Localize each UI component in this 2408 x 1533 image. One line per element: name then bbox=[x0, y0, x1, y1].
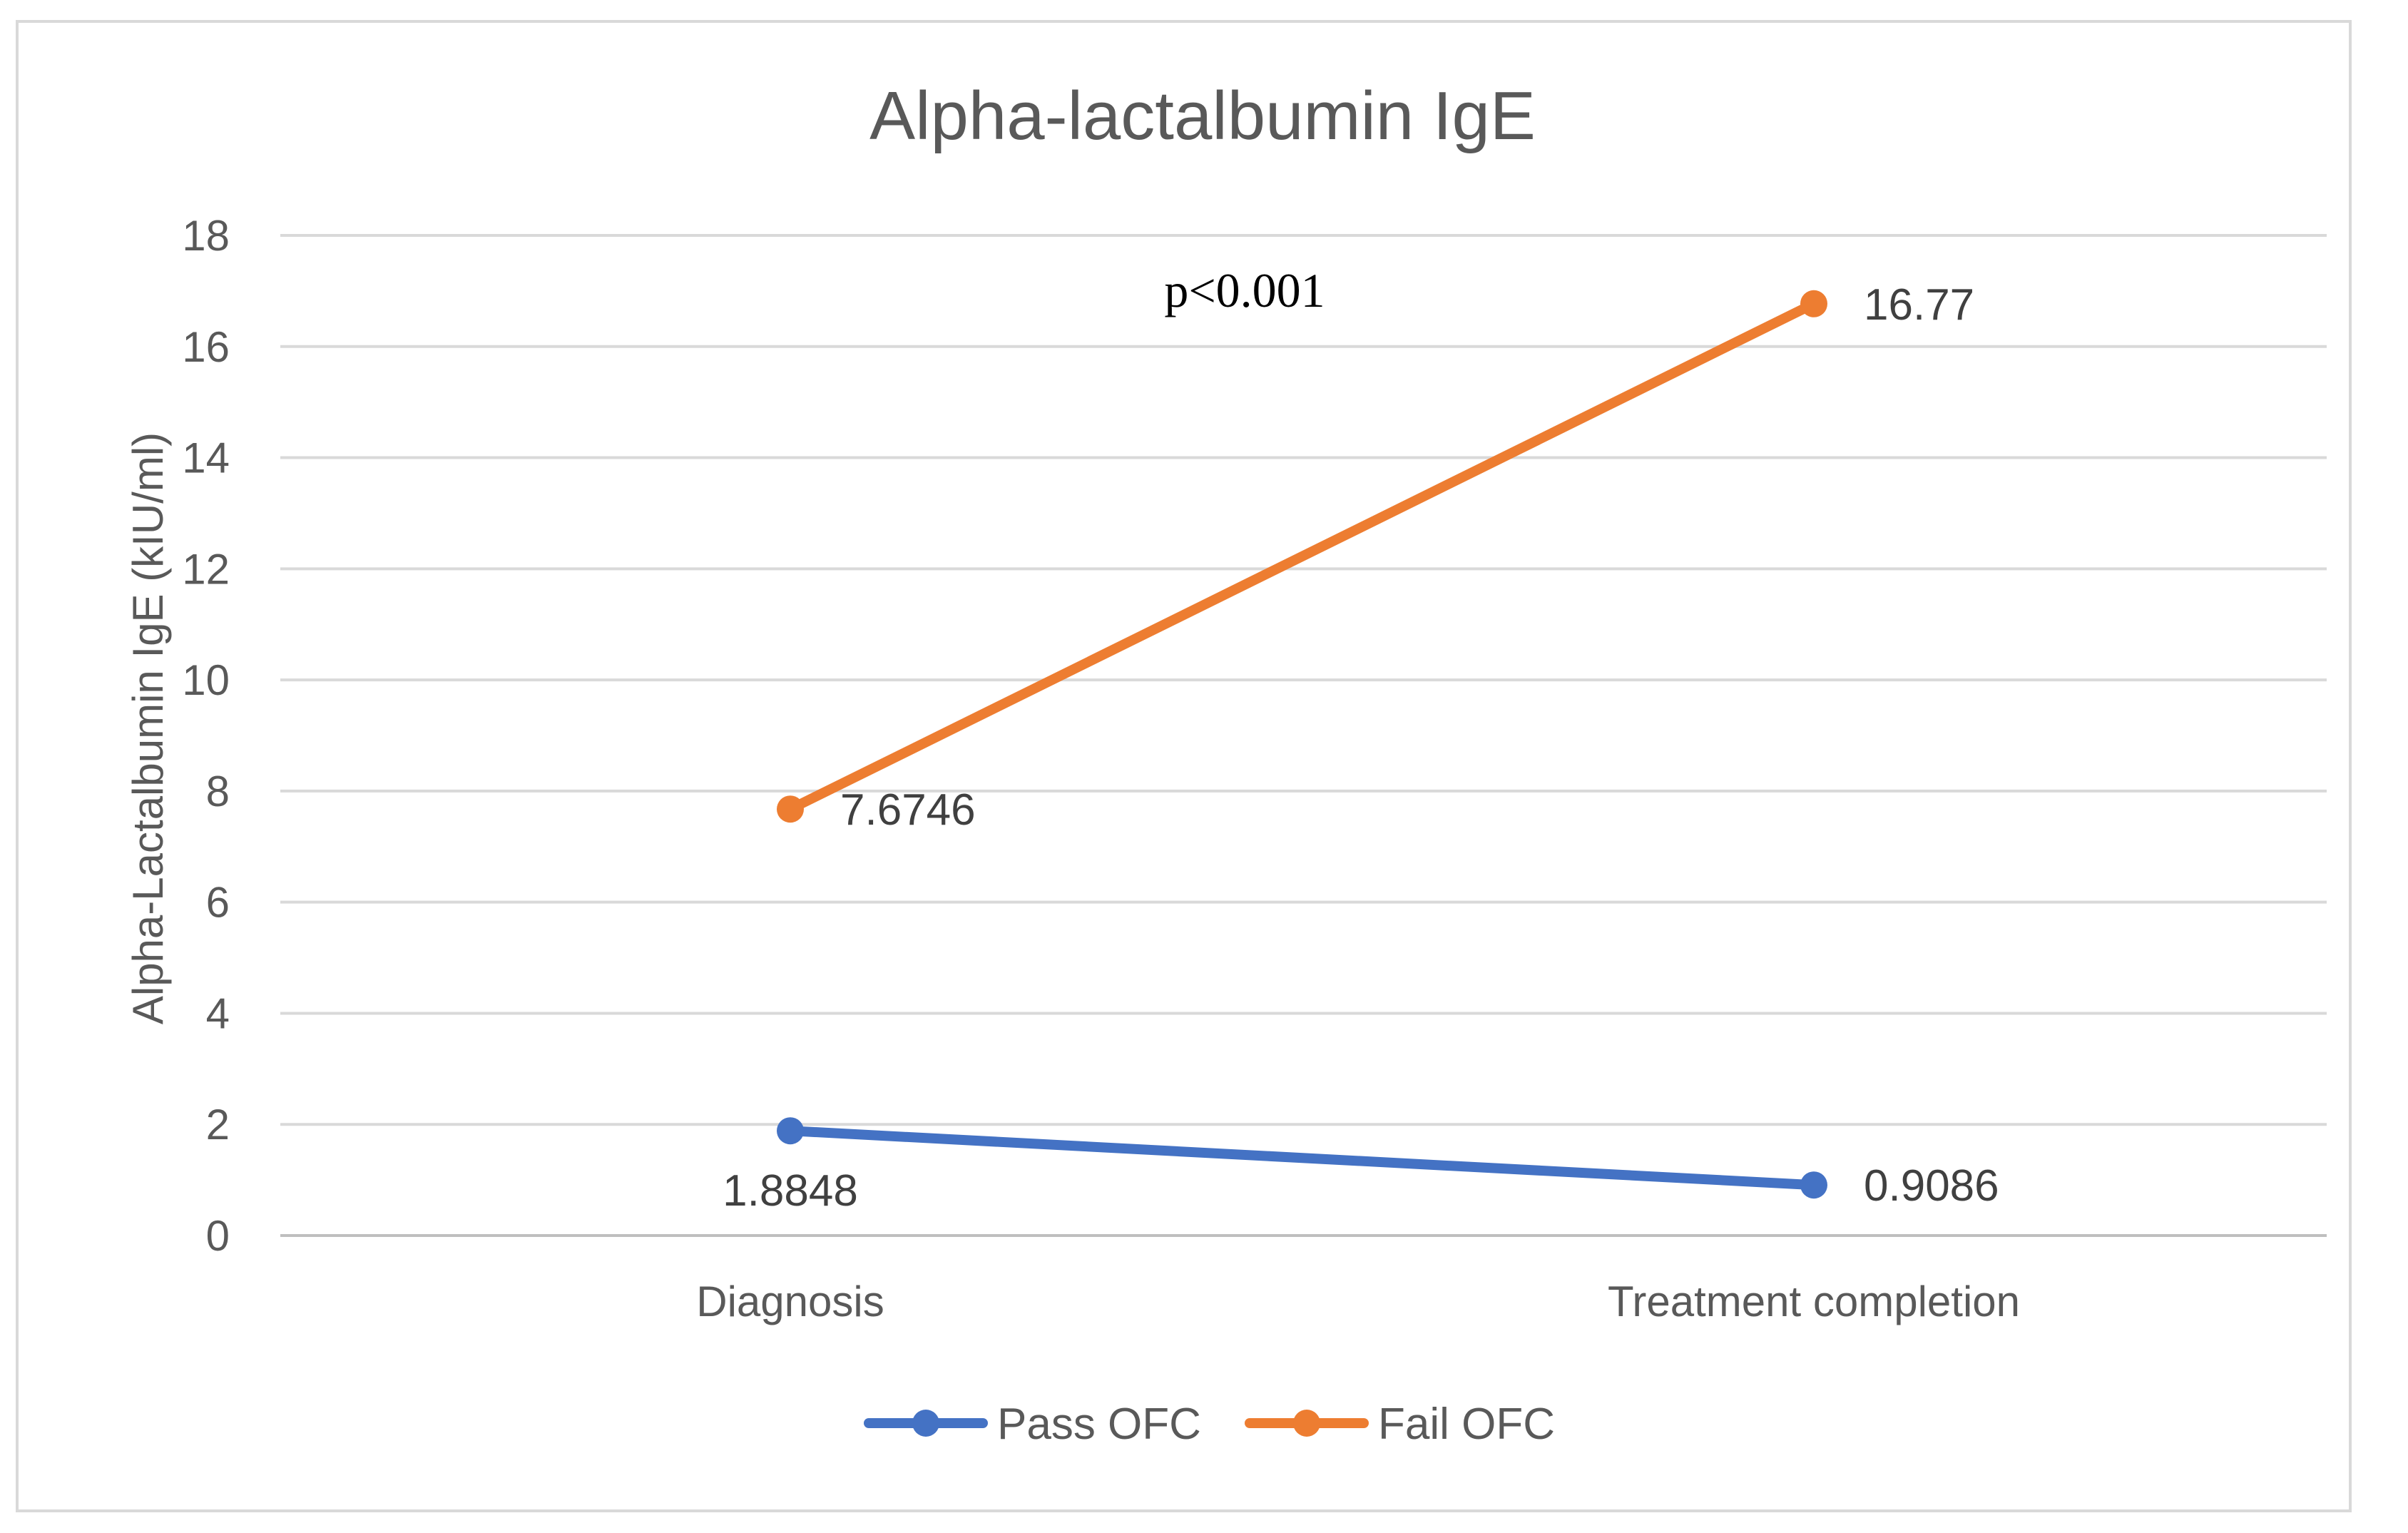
y-axis-title: Alpha-Lactalbumin IgE (kIU/ml) bbox=[124, 432, 172, 1024]
data-label: 16.77 bbox=[1864, 280, 1974, 330]
data-point bbox=[1800, 1171, 1827, 1199]
x-tick-label: Treatment completion bbox=[1608, 1278, 2020, 1325]
p-value-annotation: p<0.001 bbox=[1164, 263, 1325, 317]
x-axis-ticks: Diagnosis Treatment completion bbox=[696, 1278, 2020, 1325]
x-tick-label: Diagnosis bbox=[696, 1278, 884, 1325]
data-label: 1.8848 bbox=[723, 1166, 858, 1216]
data-point bbox=[777, 795, 804, 823]
chart-frame bbox=[16, 20, 2352, 1512]
legend-item-pass-ofc: Pass OFC bbox=[864, 1400, 1201, 1449]
legend: Pass OFC Fail OFC bbox=[864, 1400, 1555, 1449]
chart-title: Alpha-lactalbumin IgE bbox=[869, 78, 1536, 154]
legend-item-fail-ofc: Fail OFC bbox=[1245, 1400, 1555, 1449]
y-axis-ticks: 0 2 4 6 8 10 12 14 16 18 bbox=[182, 212, 230, 1260]
series-line bbox=[785, 1126, 1819, 1191]
data-label: 7.6746 bbox=[840, 785, 976, 835]
y-tick-label: 2 bbox=[206, 1101, 230, 1149]
y-tick-label: 18 bbox=[182, 212, 230, 260]
y-tick-label: 16 bbox=[182, 323, 230, 371]
y-tick-label: 14 bbox=[182, 434, 230, 482]
y-tick-label: 6 bbox=[206, 879, 230, 927]
legend-swatch-marker bbox=[912, 1410, 939, 1437]
data-point bbox=[1800, 290, 1827, 317]
series-line bbox=[785, 298, 1819, 815]
y-tick-label: 10 bbox=[182, 656, 230, 704]
y-tick-label: 0 bbox=[206, 1212, 230, 1260]
legend-label: Pass OFC bbox=[997, 1400, 1201, 1449]
data-point bbox=[777, 1117, 804, 1145]
series-layer: 1.8848 0.9086 7.6746 16.77 bbox=[723, 280, 1999, 1216]
y-tick-label: 8 bbox=[206, 768, 230, 815]
y-tick-label: 12 bbox=[182, 545, 230, 593]
legend-label: Fail OFC bbox=[1378, 1400, 1555, 1449]
data-label: 0.9086 bbox=[1864, 1161, 1999, 1211]
y-tick-label: 4 bbox=[206, 989, 230, 1037]
series-fail-ofc: 7.6746 16.77 bbox=[777, 280, 1974, 835]
legend-swatch-marker bbox=[1293, 1410, 1320, 1437]
gridlines bbox=[280, 234, 2327, 1237]
series-pass-ofc: 1.8848 0.9086 bbox=[723, 1117, 1999, 1216]
